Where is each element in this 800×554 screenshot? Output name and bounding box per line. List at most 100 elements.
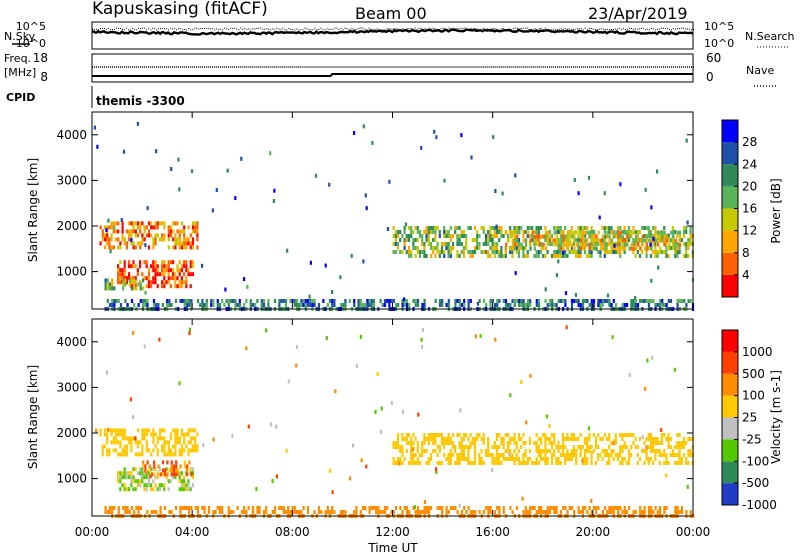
heatmap-cell [287, 379, 290, 384]
heatmap-cell [495, 437, 499, 441]
heatmap-cell [170, 510, 173, 514]
heatmap-cell [438, 445, 441, 449]
heatmap-cell [427, 437, 430, 441]
heatmap-cell [141, 444, 144, 449]
heatmap-cell [687, 299, 690, 303]
heatmap-cell [524, 303, 527, 307]
heatmap-cell [150, 233, 153, 238]
heatmap-cell [689, 230, 692, 234]
heatmap-cell [152, 510, 156, 514]
heatmap-cell [427, 506, 431, 510]
nsky-tick-top: 10^5 [16, 20, 46, 33]
heatmap-cell [117, 245, 120, 250]
heatmap-cell [408, 510, 411, 514]
heatmap-cell [515, 242, 518, 246]
heatmap-cell [577, 242, 580, 246]
heatmap-cell [682, 445, 686, 449]
heatmap-cell [210, 303, 213, 307]
heatmap-cell [394, 445, 397, 449]
heatmap-cell [538, 242, 541, 247]
heatmap-cell [291, 299, 294, 303]
heatmap-cell [309, 260, 312, 265]
heatmap-cell [137, 282, 140, 287]
heatmap-cell [491, 234, 494, 238]
heatmap-cell [493, 457, 496, 461]
heatmap-cell [167, 260, 170, 265]
heatmap-cell [500, 230, 503, 234]
heatmap-cell [158, 432, 162, 437]
heatmap-cell [407, 250, 411, 254]
heatmap-cell [531, 461, 534, 465]
heatmap-cell [583, 226, 587, 230]
heatmap-cell [482, 299, 486, 303]
heatmap-cell [130, 264, 133, 269]
heatmap-cell [676, 250, 679, 254]
heatmap-cell [331, 490, 334, 495]
heatmap-cell [669, 453, 672, 457]
heatmap-cell [163, 272, 166, 277]
heatmap-cell [196, 233, 199, 238]
heatmap-cell [436, 433, 439, 437]
heatmap-cell [577, 246, 580, 250]
heatmap-cell [621, 242, 624, 247]
heatmap-cell [660, 428, 663, 433]
heatmap-cell [249, 299, 252, 303]
nsearch-dots [92, 27, 694, 31]
heatmap-cell [172, 229, 175, 234]
heatmap-cell [119, 487, 122, 492]
heatmap-cell [590, 510, 593, 514]
heatmap-cell [436, 506, 439, 510]
heatmap-cell [374, 409, 377, 414]
heatmap-cell [599, 254, 602, 258]
heatmap-cell [575, 242, 578, 247]
heatmap-cell [635, 242, 638, 247]
heatmap-cell [306, 303, 310, 307]
heatmap-cell [183, 487, 186, 492]
heatmap-cell [136, 233, 140, 238]
heatmap-cell [663, 303, 666, 307]
heatmap-cell [582, 242, 585, 247]
heatmap-cell [176, 268, 179, 273]
heatmap-cell [238, 303, 241, 307]
heatmap-cell [302, 506, 305, 510]
heatmap-cell [570, 299, 574, 303]
heatmap-cell [124, 510, 127, 514]
heatmap-cell [399, 457, 402, 461]
heatmap-cell [388, 303, 391, 307]
heatmap-cell [273, 188, 276, 193]
heatmap-cell [289, 510, 292, 514]
heatmap-cell [333, 303, 336, 307]
heatmap-cell [579, 449, 582, 453]
heatmap-cell [513, 461, 516, 465]
heatmap-cell [183, 245, 186, 250]
heatmap-cell [650, 246, 653, 251]
heatmap-cell [141, 272, 144, 277]
heatmap-cell [621, 457, 624, 461]
heatmap-cell [592, 238, 595, 242]
heatmap-cell [636, 238, 639, 242]
heatmap-cell [473, 226, 477, 230]
heatmap-cell [539, 457, 543, 461]
heatmap-cell [163, 264, 166, 269]
heatmap-cell [114, 440, 118, 445]
heatmap-cell [212, 299, 215, 303]
heatmap-cell [657, 238, 660, 243]
heatmap-cell [113, 303, 116, 307]
heatmap-cell [103, 225, 107, 230]
heatmap-cell [652, 226, 655, 230]
heatmap-cell [456, 238, 459, 242]
heatmap-cell [502, 234, 505, 238]
heatmap-cell [665, 250, 668, 254]
heatmap-cell [410, 445, 413, 449]
heatmap-cell [121, 428, 124, 433]
heatmap-cell [187, 479, 190, 484]
heatmap-cell [517, 226, 521, 230]
heatmap-cell [420, 145, 423, 150]
heatmap-cell [390, 299, 393, 303]
heatmap-cell [553, 303, 556, 307]
heatmap-cell [451, 246, 455, 250]
heatmap-cell [405, 238, 408, 242]
heatmap-cell [438, 230, 441, 234]
heatmap-cell [671, 230, 675, 234]
heatmap-cell [169, 260, 172, 265]
